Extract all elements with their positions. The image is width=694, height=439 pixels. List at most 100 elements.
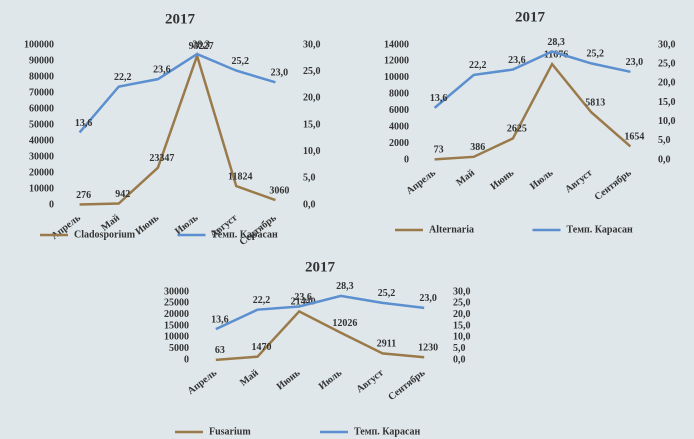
y2-tick-label: 0,0 (303, 199, 316, 210)
y2-tick-label: 20,0 (658, 78, 676, 89)
data-label: 12026 (332, 318, 357, 329)
y-tick-label: 12000 (384, 56, 409, 67)
data-label: 25,2 (587, 49, 605, 60)
y-tick-label: 30000 (164, 286, 189, 297)
y2-tick-label: 30,0 (658, 39, 676, 50)
y2-tick-label: 15,0 (658, 97, 676, 108)
data-label: 942 (115, 189, 130, 200)
y2-tick-label: 5,0 (453, 343, 466, 354)
y2-tick-label: 30,0 (453, 286, 471, 297)
data-label: 23347 (149, 153, 174, 164)
data-label: 5813 (585, 98, 605, 109)
legend-label: Темп. Карасан (212, 229, 279, 240)
y-tick-label: 4000 (389, 121, 409, 132)
data-label: 23,0 (419, 293, 437, 304)
legend-label: Темп. Карасан (354, 426, 421, 437)
y-tick-label: 10000 (29, 183, 54, 194)
y2-tick-label: 25,0 (303, 66, 321, 77)
data-label: 1230 (418, 343, 438, 354)
y-tick-label: 14000 (384, 39, 409, 50)
data-label: 28,3 (336, 281, 354, 292)
y2-tick-label: 30,0 (303, 39, 321, 50)
y2-tick-label: 0,0 (658, 154, 671, 165)
y-tick-label: 70000 (29, 87, 54, 98)
series-line (215, 309, 425, 362)
y-tick-label: 0 (404, 154, 409, 165)
y-tick-label: 15000 (164, 320, 189, 331)
series-line (215, 294, 425, 331)
y2-tick-label: 20,0 (303, 93, 321, 104)
y2-tick-label: 15,0 (453, 320, 471, 331)
data-label: 11824 (228, 171, 252, 182)
legend-label: Cladosporium (74, 229, 136, 240)
y-tick-label: 20000 (29, 167, 54, 178)
data-label: 1470 (252, 342, 272, 353)
y2-tick-label: 20,0 (453, 309, 471, 320)
data-label: 23,0 (626, 57, 644, 68)
y2-tick-label: 10,0 (303, 146, 321, 157)
data-label: 23,0 (271, 68, 289, 79)
y2-tick-label: 15,0 (303, 119, 321, 130)
data-label: 11676 (544, 49, 568, 60)
y2-tick-label: 0,0 (453, 354, 466, 365)
y-tick-label: 10000 (384, 72, 409, 83)
series-line (78, 52, 276, 134)
data-label: 22,2 (253, 295, 271, 306)
data-label: 23,6 (508, 55, 526, 66)
y-tick-label: 20000 (164, 309, 189, 320)
chart-title: 2017 (515, 9, 546, 25)
y-tick-label: 5000 (169, 343, 189, 354)
y-tick-label: 50000 (29, 119, 54, 130)
series-line (79, 51, 276, 206)
y2-tick-label: 10,0 (658, 116, 676, 127)
data-label: 13,6 (430, 93, 448, 104)
data-label: 25,2 (232, 56, 250, 67)
y-tick-label: 90000 (29, 55, 54, 66)
y-tick-label: 10000 (164, 332, 189, 343)
data-label: 22,2 (469, 60, 487, 71)
data-label: 23,6 (294, 292, 312, 303)
data-label: 22,2 (114, 72, 132, 83)
legend-label: Alternaria (429, 224, 474, 235)
data-label: 73 (434, 145, 444, 156)
data-label: 276 (76, 190, 91, 201)
y2-tick-label: 25,0 (453, 298, 471, 309)
y-tick-label: 30000 (29, 151, 54, 162)
data-label: 25,2 (378, 288, 396, 299)
y2-tick-label: 5,0 (658, 135, 671, 146)
data-label: 2911 (377, 339, 396, 350)
data-label: 1654 (624, 132, 644, 143)
y-tick-label: 25000 (164, 298, 189, 309)
y-tick-label: 100000 (24, 39, 54, 50)
chart-title: 2017 (165, 11, 196, 27)
data-label: 386 (470, 142, 485, 153)
data-label: 13,6 (75, 118, 93, 129)
y-tick-label: 2000 (389, 138, 409, 149)
data-label: 63 (215, 345, 225, 356)
data-label: 2625 (507, 124, 527, 135)
data-label: 28,3 (192, 39, 210, 50)
y-tick-label: 0 (184, 354, 189, 365)
series-line (433, 50, 631, 109)
y-tick-label: 0 (49, 199, 54, 210)
y-tick-label: 40000 (29, 135, 54, 146)
legend-label: Темп. Карасан (567, 224, 634, 235)
y-tick-label: 8000 (389, 89, 409, 100)
y-tick-label: 80000 (29, 71, 54, 82)
y2-tick-label: 10,0 (453, 332, 471, 343)
data-label: 13,6 (211, 314, 229, 325)
y-tick-label: 6000 (389, 105, 409, 116)
y2-tick-label: 25,0 (658, 58, 676, 69)
data-label: 93227 (189, 41, 214, 52)
data-label: 28,3 (547, 37, 565, 48)
data-label: 23,6 (153, 64, 171, 75)
chart-title: 2017 (305, 259, 336, 275)
series-line (434, 61, 632, 161)
data-label: 21440 (291, 297, 316, 308)
y2-tick-label: 5,0 (303, 173, 316, 184)
data-label: 3060 (269, 185, 289, 196)
legend-label: Fusarium (209, 426, 251, 437)
y-tick-label: 60000 (29, 103, 54, 114)
